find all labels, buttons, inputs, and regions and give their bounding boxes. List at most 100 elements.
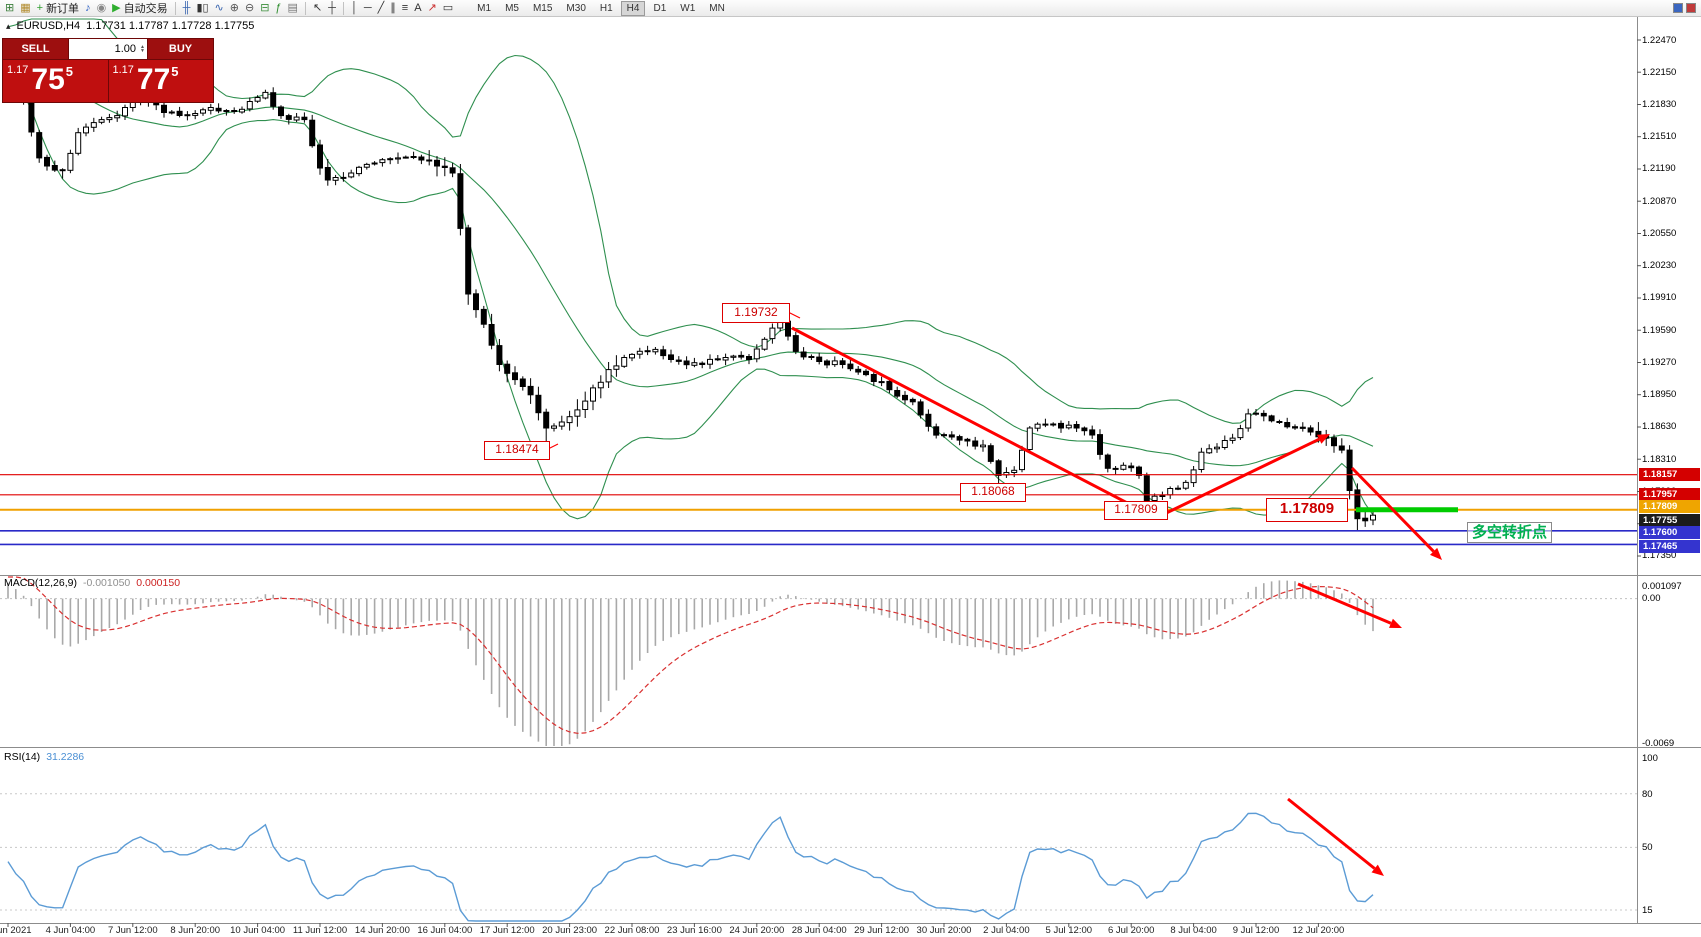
rsi-axis-label: 50 bbox=[1642, 842, 1653, 854]
time-axis-label: 29 Jun 12:00 bbox=[854, 925, 910, 936]
sell-price-sup: 5 bbox=[65, 64, 74, 79]
price-axis-label: 1.20870 bbox=[1642, 195, 1677, 207]
bar-chart-icon: ╫ bbox=[182, 1, 191, 14]
new-order-button-label: 新订单 bbox=[46, 3, 80, 15]
time-axis-label: 24 Jun 20:00 bbox=[729, 925, 785, 936]
templates-icon[interactable]: ▤ bbox=[285, 1, 301, 16]
indicators-icon[interactable]: ƒ bbox=[272, 1, 284, 16]
price-axis-label: 1.18950 bbox=[1642, 389, 1677, 401]
buy-price[interactable]: 1.17 77 5 bbox=[108, 60, 213, 102]
price-label-annotation[interactable]: 1.17809 bbox=[1266, 498, 1348, 522]
timeframe-m15[interactable]: M15 bbox=[532, 2, 553, 14]
rsi-indicator-label: RSI(14) 31.2286 bbox=[4, 751, 84, 763]
time-axis-label: 2 Jul 04:00 bbox=[983, 925, 1030, 936]
dock-icon-red[interactable] bbox=[1686, 3, 1696, 13]
price-tag: 1.18157 bbox=[1639, 468, 1700, 482]
sell-price-prefix: 1.17 bbox=[7, 64, 29, 76]
bar-chart-icon[interactable]: ╫ bbox=[180, 1, 194, 16]
one-click-trading-panel: SELL 1.00 ▲ ▼ BUY 1.17 75 5 1.17 77 5 bbox=[2, 38, 214, 103]
buy-price-big: 77 bbox=[136, 63, 171, 96]
trendline-icon[interactable]: ╱ bbox=[375, 1, 388, 16]
sell-price-big: 75 bbox=[31, 63, 65, 96]
timeframe-d1[interactable]: D1 bbox=[653, 2, 667, 14]
new-chart-icon[interactable]: ⊞ bbox=[2, 1, 17, 16]
tile-windows-icon[interactable]: ⊟ bbox=[257, 1, 272, 16]
price-label-annotation[interactable]: 1.18474 bbox=[484, 441, 550, 460]
chart-caption-icon: ▴ bbox=[6, 20, 11, 31]
macd-subwindow[interactable] bbox=[0, 575, 1637, 747]
timeframe-h4[interactable]: H4 bbox=[620, 0, 646, 16]
price-tag: 1.17809 bbox=[1639, 500, 1700, 514]
price-axis-label: 1.22470 bbox=[1642, 34, 1677, 46]
timeframe-m30[interactable]: M30 bbox=[566, 2, 586, 14]
price-tag: 1.17755 bbox=[1639, 513, 1700, 527]
crosshair-icon[interactable]: ┼ bbox=[325, 1, 339, 16]
timeframe-mn[interactable]: MN bbox=[709, 2, 725, 14]
rsi-axis-label: 15 bbox=[1642, 904, 1653, 916]
horizontal-line-icon: ─ bbox=[363, 1, 372, 14]
turning-point-note[interactable]: 多空转折点 bbox=[1467, 522, 1553, 543]
sell-price[interactable]: 1.17 75 5 bbox=[3, 60, 108, 102]
cursor-icon[interactable]: ↖ bbox=[310, 1, 325, 16]
vertical-line-icon[interactable]: │ bbox=[348, 1, 361, 16]
zoom-in-icon[interactable]: ⊕ bbox=[227, 1, 242, 16]
stepper-up-icon[interactable]: ▲ bbox=[140, 43, 145, 50]
new-order-icon: + bbox=[36, 1, 44, 14]
price-axis-label: 1.21510 bbox=[1642, 131, 1677, 143]
arrow-tools-icon[interactable]: ↗ bbox=[425, 1, 440, 16]
horizontal-line-icon[interactable]: ─ bbox=[361, 1, 375, 16]
time-axis-label: 20 Jun 23:00 bbox=[542, 925, 598, 936]
scripts-icon[interactable]: ◉ bbox=[94, 1, 110, 16]
autotrade-button[interactable]: ▶ 自动交易 bbox=[109, 1, 170, 16]
price-label-annotation[interactable]: 1.17809 bbox=[1104, 501, 1168, 520]
buy-button[interactable]: BUY bbox=[148, 39, 213, 59]
volume-input[interactable]: 1.00 ▲ ▼ bbox=[69, 39, 147, 59]
time-axis-label: 8 Jul 04:00 bbox=[1170, 925, 1217, 936]
volume-stepper[interactable]: ▲ ▼ bbox=[140, 43, 145, 54]
timeframe-h1[interactable]: H1 bbox=[599, 2, 613, 14]
zoom-out-icon: ⊖ bbox=[244, 1, 255, 14]
line-chart-icon[interactable]: ∿ bbox=[212, 1, 227, 16]
price-axis-label: 1.20230 bbox=[1642, 260, 1677, 272]
macd-value-main: -0.001050 bbox=[82, 577, 131, 589]
time-axis-label: 28 Jun 04:00 bbox=[791, 925, 847, 936]
macd-axis-label: 0.00 bbox=[1642, 592, 1661, 604]
sell-button[interactable]: SELL bbox=[3, 39, 68, 59]
candlestick-icon[interactable]: ▮▯ bbox=[193, 1, 211, 16]
new-order-button[interactable]: + 新订单 bbox=[34, 1, 82, 16]
price-label-annotation[interactable]: 1.18068 bbox=[960, 483, 1026, 502]
time-axis-label: 10 Jun 04:00 bbox=[230, 925, 286, 936]
price-label-annotation[interactable]: 1.19732 bbox=[722, 303, 790, 323]
time-axis-label: 7 Jun 12:00 bbox=[107, 925, 158, 936]
sound-icon[interactable]: ♪ bbox=[82, 1, 94, 16]
time-axis-label: 16 Jun 04:00 bbox=[417, 925, 473, 936]
timeframe-w1[interactable]: W1 bbox=[680, 2, 696, 14]
vertical-line-icon: │ bbox=[350, 1, 358, 14]
zoom-out-icon[interactable]: ⊖ bbox=[242, 1, 257, 16]
channel-icon[interactable]: ∥ bbox=[387, 1, 399, 16]
tile-windows-icon: ⊟ bbox=[260, 1, 270, 14]
stepper-down-icon[interactable]: ▼ bbox=[140, 48, 145, 54]
profiles-icon[interactable]: ▦ bbox=[17, 1, 33, 16]
fibonacci-icon[interactable]: ≡ bbox=[399, 1, 411, 16]
toolbar: ⊞ ▦ + 新订单 ♪ ◉ ▶ 自动交易 ╫ ▮▯ ∿ ⊕ ⊖ ⊟ ƒ ▤ ↖ ┼ │ ─ ╱ ∥ ≡ A ↗ ▭ M1 M5 M15 M… bbox=[0, 0, 1701, 17]
price-tag: 1.17600 bbox=[1639, 526, 1700, 540]
price-axis-label: 1.19910 bbox=[1642, 292, 1677, 304]
shapes-icon[interactable]: ▭ bbox=[440, 1, 456, 16]
time-axis-label: 30 Jun 20:00 bbox=[916, 925, 972, 936]
toolbar-separator bbox=[304, 1, 306, 15]
dock-icon-blue[interactable] bbox=[1673, 3, 1683, 13]
main-chart-area[interactable] bbox=[0, 17, 1637, 575]
macd-value-signal: 0.000150 bbox=[136, 577, 181, 589]
text-icon[interactable]: A bbox=[411, 1, 424, 16]
time-axis-label: 14 Jun 20:00 bbox=[354, 925, 410, 936]
shapes-icon: ▭ bbox=[442, 1, 454, 14]
rsi-subwindow[interactable] bbox=[0, 750, 1637, 923]
macd-name: MACD(12,26,9) bbox=[4, 577, 77, 589]
rsi-name: RSI(14) bbox=[4, 751, 41, 763]
timeframe-m5[interactable]: M5 bbox=[505, 2, 519, 14]
price-axis-label: 1.20550 bbox=[1642, 227, 1677, 239]
rsi-value: 31.2286 bbox=[46, 751, 85, 763]
toolbar-separator bbox=[342, 1, 344, 15]
timeframe-m1[interactable]: M1 bbox=[477, 2, 492, 14]
